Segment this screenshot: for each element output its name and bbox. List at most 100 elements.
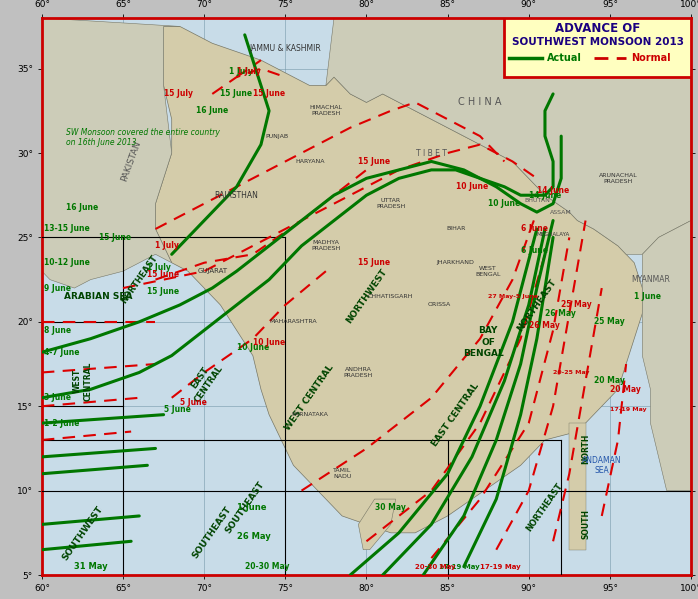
- Text: JAMMU & KASHMIR: JAMMU & KASHMIR: [249, 44, 321, 53]
- Text: 14 June: 14 June: [537, 186, 569, 195]
- Text: 30 May: 30 May: [375, 503, 406, 512]
- Text: 10 June: 10 June: [237, 343, 269, 352]
- Text: HARYANA: HARYANA: [295, 159, 325, 164]
- Polygon shape: [570, 423, 586, 550]
- Text: 10-12 June: 10-12 June: [43, 258, 89, 267]
- Text: 10 June: 10 June: [488, 199, 521, 208]
- Text: NORTH: NORTH: [581, 433, 590, 464]
- Text: ADVANCE OF: ADVANCE OF: [555, 22, 640, 35]
- Text: 15 June: 15 June: [147, 270, 179, 279]
- Text: BAY: BAY: [478, 326, 498, 335]
- Text: 15 July: 15 July: [163, 89, 193, 98]
- Text: SOUTHWEST MONSOON 2013: SOUTHWEST MONSOON 2013: [512, 37, 684, 47]
- Text: 15 June: 15 June: [98, 233, 131, 242]
- Text: PAKISTAN: PAKISTAN: [119, 140, 142, 183]
- Text: 20 May: 20 May: [610, 385, 641, 394]
- Text: 1 July: 1 July: [147, 264, 171, 273]
- Text: 26 May: 26 May: [237, 532, 270, 541]
- Text: 26 May: 26 May: [529, 320, 560, 329]
- Text: T I B E T: T I B E T: [416, 149, 447, 158]
- Text: EAST
CENTRAL: EAST CENTRAL: [184, 358, 224, 404]
- Text: WEST CENTRAL: WEST CENTRAL: [283, 363, 336, 432]
- Text: 26 May: 26 May: [545, 309, 576, 318]
- Text: WEST
BENGAL: WEST BENGAL: [475, 266, 501, 277]
- Text: 15 June: 15 June: [253, 89, 285, 98]
- Polygon shape: [42, 18, 180, 288]
- Text: 16 June: 16 June: [196, 106, 228, 116]
- Text: 17-19 May: 17-19 May: [480, 564, 521, 570]
- Polygon shape: [326, 18, 691, 255]
- Text: BENGAL: BENGAL: [463, 349, 504, 358]
- Text: 1-2 June: 1-2 June: [43, 419, 79, 428]
- Text: MEGHALAYA: MEGHALAYA: [537, 232, 570, 237]
- Text: 25 May: 25 May: [593, 317, 625, 326]
- Text: 10 June: 10 June: [456, 182, 488, 191]
- Text: ARUNACHAL
PRADESH: ARUNACHAL PRADESH: [599, 173, 637, 184]
- Text: 20-30 May: 20-30 May: [415, 564, 456, 570]
- Text: ARABIAN SEA: ARABIAN SEA: [64, 292, 133, 301]
- Text: 10 June: 10 June: [253, 338, 285, 347]
- Text: ANDAMAN
SEA: ANDAMAN SEA: [582, 456, 622, 475]
- Text: 17-19 May: 17-19 May: [610, 407, 646, 412]
- Text: SW Monsoon covered the entire country
on 16th June 2013: SW Monsoon covered the entire country on…: [66, 128, 220, 147]
- Text: SOUTH: SOUTH: [581, 509, 590, 539]
- Text: C H I N A: C H I N A: [459, 98, 502, 107]
- Text: 5 June: 5 June: [180, 398, 207, 407]
- Text: SOUTHEAST: SOUTHEAST: [223, 480, 266, 536]
- Text: SOUTHWEST: SOUTHWEST: [60, 504, 105, 562]
- Text: 1 July: 1 July: [156, 241, 179, 250]
- Text: CHHATISGARH: CHHATISGARH: [368, 294, 413, 299]
- Text: MAHARASHTRA: MAHARASHTRA: [269, 319, 317, 324]
- Text: KARNATAKA: KARNATAKA: [291, 412, 328, 417]
- Text: HIMACHAL
PRADESH: HIMACHAL PRADESH: [309, 105, 343, 116]
- Text: NORTHEAST: NORTHEAST: [119, 254, 159, 305]
- Text: 9 June: 9 June: [43, 283, 70, 292]
- Text: 20-25 May: 20-25 May: [553, 370, 590, 375]
- Text: OF: OF: [481, 338, 495, 347]
- Text: MYANMAR: MYANMAR: [631, 275, 670, 284]
- Text: 3 June: 3 June: [43, 394, 70, 403]
- Text: Normal: Normal: [631, 53, 671, 63]
- Text: 8 June: 8 June: [43, 326, 70, 335]
- Text: 1 July: 1 July: [228, 68, 253, 77]
- Text: 5 June: 5 June: [163, 405, 191, 414]
- Text: 20-30 May: 20-30 May: [245, 562, 289, 571]
- Text: EAST CENTRAL: EAST CENTRAL: [431, 382, 481, 448]
- Text: MADHYA
PRADESH: MADHYA PRADESH: [311, 240, 341, 251]
- FancyBboxPatch shape: [505, 18, 691, 77]
- Text: 1 June: 1 June: [634, 292, 661, 301]
- Text: NORTHEAST: NORTHEAST: [516, 277, 558, 333]
- Text: 1 July: 1 July: [237, 68, 260, 77]
- Text: 25 May: 25 May: [561, 301, 592, 310]
- Text: UTTAR
PRADESH: UTTAR PRADESH: [376, 198, 406, 209]
- Text: 6 June: 6 June: [521, 246, 548, 255]
- Text: 15 June: 15 June: [147, 287, 179, 296]
- Text: 1 June: 1 June: [237, 503, 266, 512]
- Text: 17-19 May: 17-19 May: [440, 564, 480, 570]
- Text: ORISSA: ORISSA: [428, 302, 451, 307]
- Text: RAJASTHAN: RAJASTHAN: [215, 190, 258, 199]
- Text: WEST
CENTRAL: WEST CENTRAL: [73, 361, 92, 401]
- Text: 31 May: 31 May: [74, 562, 108, 571]
- Text: 6 June: 6 June: [521, 225, 548, 234]
- Polygon shape: [642, 220, 691, 491]
- Text: ASSAM: ASSAM: [550, 210, 572, 214]
- Text: 15 June: 15 June: [358, 157, 390, 166]
- Text: NORTHWEST: NORTHWEST: [344, 268, 389, 325]
- Text: NORTHEAST: NORTHEAST: [525, 482, 565, 533]
- Text: TAMIL
NADU: TAMIL NADU: [333, 468, 351, 479]
- Text: BIHAR: BIHAR: [446, 226, 466, 231]
- Text: PUNJAB: PUNJAB: [266, 134, 289, 138]
- Polygon shape: [156, 26, 642, 533]
- Text: 20 May: 20 May: [593, 376, 625, 385]
- Text: SOUTHEAST: SOUTHEAST: [191, 505, 234, 561]
- Polygon shape: [358, 499, 396, 550]
- Text: 16 June: 16 June: [66, 202, 98, 211]
- Text: 15 June: 15 June: [358, 258, 390, 267]
- Text: 27 May-5 June: 27 May-5 June: [488, 294, 538, 299]
- Text: 13-15 June: 13-15 June: [43, 225, 89, 234]
- Text: BHUTAN: BHUTAN: [524, 198, 550, 203]
- Text: GUJARAT: GUJARAT: [198, 268, 228, 274]
- Text: ANDHRA
PRADESH: ANDHRA PRADESH: [343, 367, 373, 378]
- Text: Actual: Actual: [547, 53, 581, 63]
